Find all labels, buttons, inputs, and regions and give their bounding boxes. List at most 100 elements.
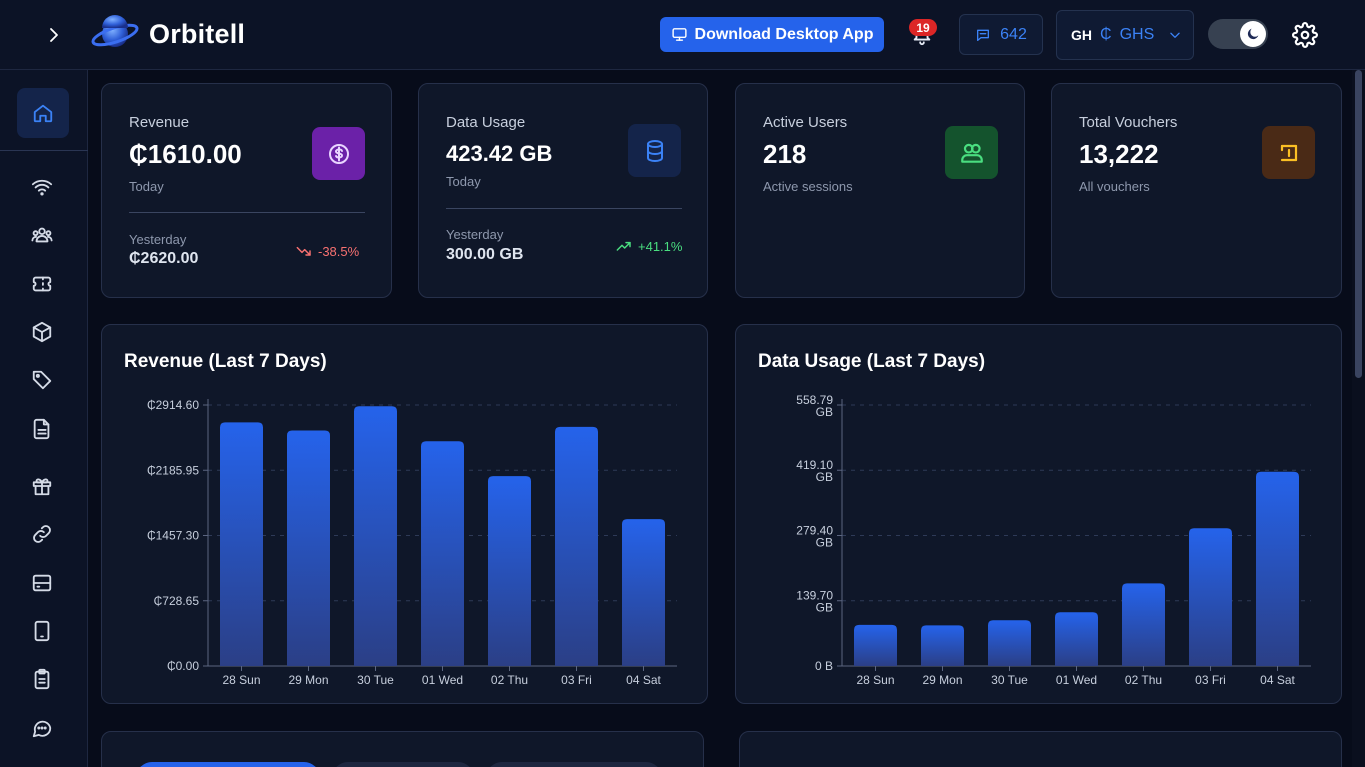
tablet-icon xyxy=(34,620,50,642)
wifi-icon xyxy=(31,179,53,196)
data-usage-bar-chart: 0 B 139.70 GB 279.40 GB 419.10 GB 558.79 GB 28 Su… xyxy=(796,393,1311,687)
y-tick-label: 419.10 GB xyxy=(796,458,833,484)
clipboard-icon xyxy=(34,668,50,690)
y-tick-label: ₵2914.60 xyxy=(147,398,199,412)
x-tick-label: 02 Thu xyxy=(1125,673,1162,687)
sidebar-item-tickets[interactable] xyxy=(29,271,55,297)
server-icon xyxy=(32,574,52,592)
sidebar-toggle-button[interactable] xyxy=(38,19,70,51)
sidebar-item-users[interactable] xyxy=(29,222,55,248)
sidebar-item-wifi[interactable] xyxy=(29,174,55,200)
revenue-chart-card: Revenue (Last 7 Days) ₵0.00 ₵728.65 ₵1457.… xyxy=(101,324,708,704)
data-usage-change-value: +41.1% xyxy=(638,238,683,254)
home-icon xyxy=(33,104,53,123)
revenue-change-value: -38.5% xyxy=(318,243,360,259)
total-vouchers-value: 13,222 xyxy=(1079,139,1159,169)
active-users-icon-tile xyxy=(945,126,998,179)
revenue-yesterday-label: Yesterday xyxy=(129,232,187,247)
sidebar-item-documents[interactable] xyxy=(29,416,55,442)
messages-button[interactable]: 642 xyxy=(959,14,1043,55)
tag-icon xyxy=(32,370,52,390)
ticket-icon xyxy=(32,276,52,292)
message-icon xyxy=(977,29,990,41)
x-tick-label: 04 Sat xyxy=(626,673,661,687)
messages-count: 642 xyxy=(1000,25,1027,43)
page-scrollbar[interactable] xyxy=(1352,70,1365,767)
user-group-icon xyxy=(960,143,983,163)
sidebar-item-chat[interactable] xyxy=(29,715,55,741)
dollar-circle-icon xyxy=(328,143,349,164)
y-tick-label: ₵1457.30 xyxy=(147,529,199,543)
active-users-value: 218 xyxy=(763,139,807,169)
x-tick-label: 03 Fri xyxy=(561,673,592,687)
revenue-yesterday-value: ₵2620.00 xyxy=(129,250,199,267)
bar xyxy=(421,441,464,666)
scrollbar-thumb[interactable] xyxy=(1355,70,1362,378)
sidebar-item-devices[interactable] xyxy=(29,618,55,644)
data-usage-chart-title: Data Usage (Last 7 Days) xyxy=(758,351,986,372)
y-tick-label: 139.70 GB xyxy=(796,589,833,615)
x-tick-label: 30 Tue xyxy=(357,673,394,687)
chevron-down-icon xyxy=(1170,32,1180,38)
data-usage-chart-card: Data Usage (Last 7 Days) 0 B 139.70 GB 279.… xyxy=(735,324,1342,704)
brand-name: Orbitell xyxy=(149,19,246,49)
bar xyxy=(1055,612,1098,666)
bottom-tab-active[interactable] xyxy=(136,762,320,767)
download-desktop-app-button[interactable]: Download Desktop App xyxy=(660,17,884,52)
y-tick-label: ₵2185.95 xyxy=(147,463,199,477)
bottom-tab-3[interactable] xyxy=(486,762,662,767)
x-tick-label: 28 Sun xyxy=(856,673,894,687)
total-vouchers-card: Total Vouchers 13,222 All vouchers xyxy=(1051,83,1342,298)
active-users-label: Active Users xyxy=(763,114,848,131)
revenue-sub: Today xyxy=(129,179,164,194)
currency-name: GHS xyxy=(1119,26,1155,43)
revenue-value: ₵1610.00 xyxy=(129,139,242,169)
bar xyxy=(988,620,1031,666)
sidebar-item-tags[interactable] xyxy=(29,367,55,393)
bar xyxy=(921,625,964,666)
chat-icon xyxy=(32,720,52,738)
sidebar-item-gifts[interactable] xyxy=(29,473,55,499)
bar xyxy=(622,519,665,666)
theme-toggle[interactable] xyxy=(1208,19,1268,49)
currency-country-code: GH xyxy=(1071,27,1092,43)
data-usage-sub: Today xyxy=(446,174,481,189)
monitor-icon xyxy=(671,28,687,41)
total-vouchers-icon-tile xyxy=(1262,126,1315,179)
package-icon xyxy=(32,321,52,343)
sidebar-item-servers[interactable] xyxy=(29,570,55,596)
data-usage-yesterday-label: Yesterday xyxy=(446,227,504,242)
total-vouchers-sub: All vouchers xyxy=(1079,179,1150,194)
planet-logo-icon xyxy=(90,14,140,54)
y-tick-label: 279.40 GB xyxy=(796,523,833,549)
bar xyxy=(287,430,330,666)
revenue-label: Revenue xyxy=(129,114,190,131)
currency-select[interactable]: GH ₵ GHS xyxy=(1056,10,1194,60)
users-icon xyxy=(31,227,53,243)
revenue-chart-title: Revenue (Last 7 Days) xyxy=(124,351,327,372)
sidebar-item-reports[interactable] xyxy=(29,666,55,692)
moon-icon xyxy=(1247,28,1259,40)
bar xyxy=(354,406,397,666)
revenue-bar-chart: ₵0.00 ₵728.65 ₵1457.30 ₵2185.95 ₵2914.60 28 S… xyxy=(147,398,677,687)
chevron-right-icon xyxy=(50,28,58,42)
data-usage-icon-tile xyxy=(628,124,681,177)
data-usage-divider xyxy=(446,208,682,209)
y-tick-label: ₵728.65 xyxy=(154,594,200,608)
x-tick-label: 29 Mon xyxy=(922,673,962,687)
bottom-tab-2[interactable] xyxy=(332,762,474,767)
revenue-change: -38.5% xyxy=(296,243,359,259)
sidebar-item-links[interactable] xyxy=(29,521,55,547)
sidebar-item-home[interactable] xyxy=(17,88,69,138)
sidebar-item-packages[interactable] xyxy=(29,319,55,345)
bottom-right-card xyxy=(739,731,1342,767)
revenue-card: Revenue ₵1610.00 Today Yesterday ₵2620.0… xyxy=(101,83,392,298)
document-icon xyxy=(33,418,50,440)
revenue-icon-tile xyxy=(312,127,365,180)
voucher-icon xyxy=(1280,144,1297,161)
y-tick-label: 558.79 GB xyxy=(796,393,833,419)
total-vouchers-label: Total Vouchers xyxy=(1079,114,1178,131)
settings-button[interactable] xyxy=(1292,22,1318,48)
link-icon xyxy=(33,525,51,543)
sidebar xyxy=(0,70,88,767)
